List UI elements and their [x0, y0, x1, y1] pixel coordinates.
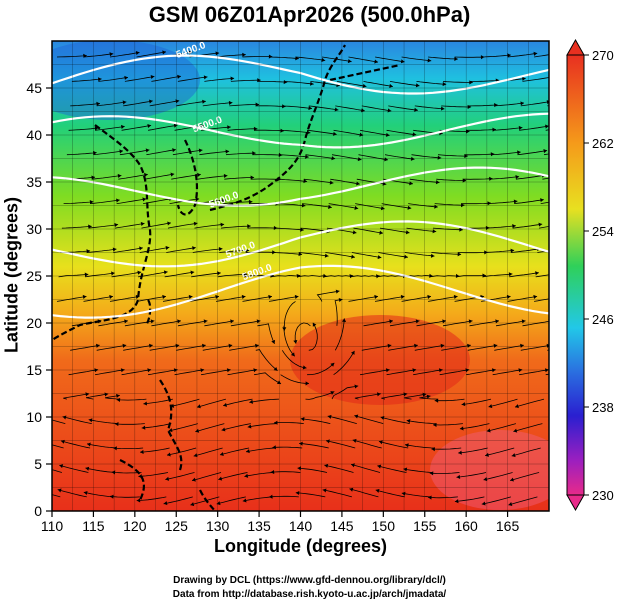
colorbar-tick-label: 270 — [592, 48, 614, 63]
x-tick-label: 150 — [372, 518, 396, 534]
credit-data: Data from http://database.rish.kyoto-u.a… — [172, 589, 447, 600]
colorbar: 270 262 254 246 238 230 — [566, 38, 614, 512]
x-tick-label: 140 — [289, 518, 313, 534]
colorbar-tick-label: 230 — [592, 488, 614, 503]
y-axis-label: Latitude (degrees) — [1, 196, 22, 354]
credit-drawing: Drawing by DCL (https://www.gfd-dennou.o… — [173, 575, 446, 586]
x-tick-label: 130 — [206, 518, 230, 534]
x-tick-label: 115 — [82, 518, 105, 534]
x-tick-label: 135 — [247, 518, 271, 534]
x-tick-label: 110 — [41, 518, 64, 534]
colorbar-bottom-arrow — [566, 494, 585, 512]
colorbar-tick-label: 238 — [592, 400, 614, 415]
x-tick-label: 160 — [454, 518, 478, 534]
x-tick-label: 165 — [496, 518, 520, 534]
colorbar-top-arrow — [566, 38, 585, 56]
y-tick-label: 0 — [34, 503, 42, 519]
y-tick-label: 40 — [26, 127, 42, 143]
x-axis-label: Longitude (degrees) — [213, 536, 387, 556]
y-tick-label: 30 — [26, 221, 42, 237]
grid-lines — [52, 41, 549, 511]
y-tick-label: 25 — [26, 268, 42, 284]
x-axis-ticks: 110 115 120 125 130 135 140 145 150 155 160 165 — [41, 511, 520, 534]
colorbar-tick-label: 262 — [592, 136, 614, 151]
colorbar-tick-label: 246 — [592, 312, 614, 327]
x-tick-label: 145 — [330, 518, 354, 534]
y-tick-label: 15 — [26, 362, 42, 378]
map-title: GSM 06Z01Apr2026 (500.0hPa) — [148, 2, 471, 27]
colorbar-ticks: 270 262 254 246 238 230 — [584, 48, 614, 503]
y-tick-label: 5 — [34, 456, 42, 472]
y-axis-ticks: 0 5 10 15 20 25 30 35 40 45 — [26, 80, 52, 519]
x-tick-label: 120 — [123, 518, 147, 534]
y-tick-label: 45 — [26, 80, 42, 96]
y-tick-label: 10 — [26, 409, 42, 425]
y-tick-label: 35 — [26, 174, 42, 190]
x-tick-label: 155 — [413, 518, 437, 534]
x-tick-label: 125 — [165, 518, 189, 534]
colorbar-tick-label: 254 — [592, 224, 614, 239]
y-tick-label: 20 — [26, 315, 42, 331]
colorbar-bar — [566, 54, 585, 496]
